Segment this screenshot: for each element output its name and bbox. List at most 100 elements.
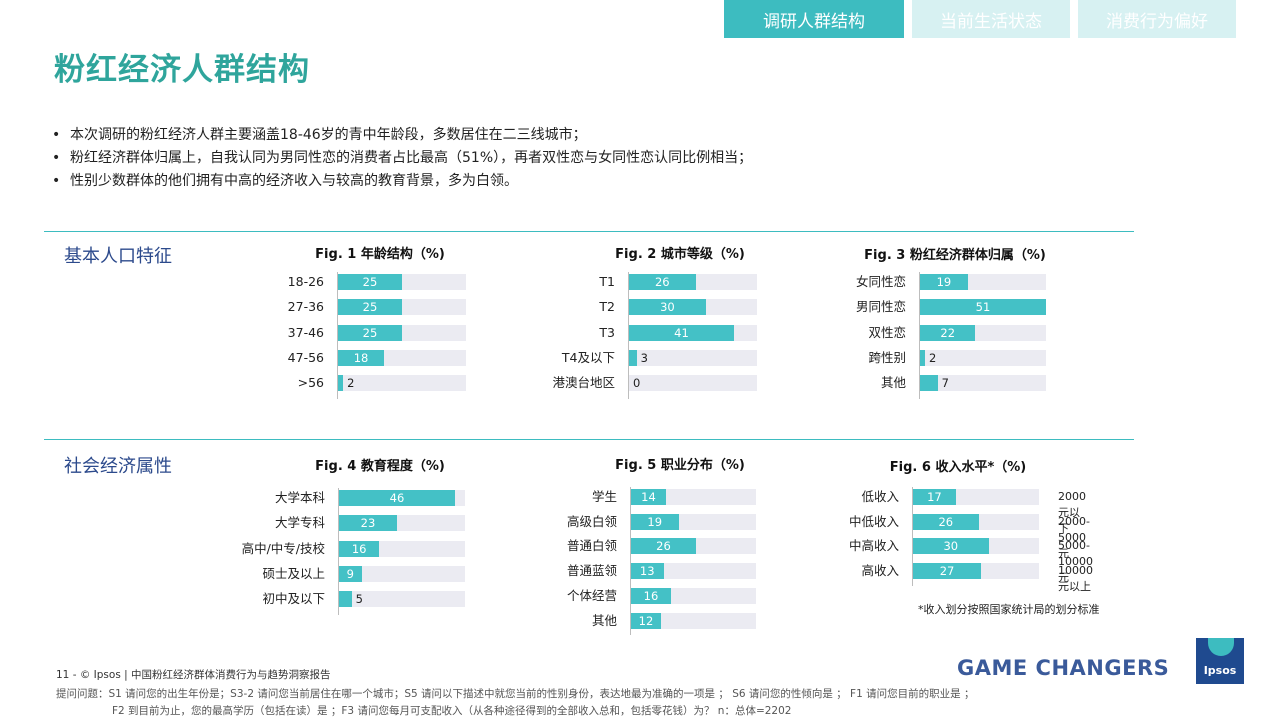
bar-value-label: 13 (639, 564, 655, 579)
bar (338, 324, 402, 341)
bar (338, 274, 402, 290)
bar (920, 299, 1046, 316)
bar (338, 299, 402, 316)
bar-track: 9 (339, 565, 465, 582)
bar-value-label: 26 (656, 539, 671, 554)
footer-source: 11 - © Ipsos | 中国粉红经济群体消费行为与趋势洞察报告 (56, 669, 331, 681)
bar-track: 22 (920, 324, 1046, 341)
bar-value-label: 27 (939, 564, 955, 579)
bar-track: 30 (913, 538, 1039, 555)
bar-value-label: 2 (929, 350, 937, 365)
bar (338, 349, 385, 366)
bar-track: 2 (338, 375, 466, 392)
category-label: 初中及以下 (262, 591, 325, 607)
bar-value-label: 7 (941, 376, 949, 391)
fig1-title: Fig. 1 年龄结构（%) (315, 247, 445, 262)
category-label: 其他 (591, 612, 617, 628)
summary-bullets: 本次调研的粉红经济人群主要涵盖18-46岁的青中年龄段，多数居住在二三线城市； … (52, 124, 752, 193)
category-label: 女同性恋 (855, 274, 906, 289)
bar (629, 274, 696, 290)
tab-consumption-preference[interactable]: 消费行为偏好 (1078, 0, 1236, 38)
bar (631, 587, 671, 604)
bar (631, 612, 661, 629)
category-label: >56 (297, 375, 324, 391)
category-label: 个体经营 (566, 587, 617, 603)
footer-question-line: 提问问题：S1 请问您的出生年份是；S3-2 请问您当前居住在哪一个城市；S5 … (56, 688, 975, 700)
category-label: 低收入 (861, 489, 899, 504)
income-range-label: 2000-5000元 (1058, 514, 1090, 560)
category-label: 其他 (880, 375, 906, 391)
bar-value-label: 26 (654, 275, 670, 289)
bar-value-label: 2 (347, 376, 355, 391)
bar-track: 5 (339, 591, 465, 608)
bar (629, 324, 734, 341)
section-label-socio: 社会经济属性 (64, 456, 172, 477)
bar-track: 26 (913, 513, 1039, 530)
category-label: 普通白领 (566, 538, 617, 554)
category-label: 普通蓝领 (566, 563, 617, 579)
bar-value-label: 17 (927, 490, 942, 504)
bar-value-label: 9 (346, 566, 354, 581)
category-label: T4及以下 (561, 349, 615, 365)
footer-question-line: F2 到目前为止，您的最高学历（包括在读）是 ；F3 请问您每月可支配收入（从各… (112, 705, 792, 717)
category-label: 高中/中专/技校 (241, 540, 325, 556)
bar-value-label: 46 (389, 491, 405, 505)
category-label: 双性恋 (868, 324, 906, 340)
bar-track: 16 (339, 540, 465, 557)
bar-track: 7 (920, 375, 1046, 392)
bar (631, 538, 696, 555)
category-label: 中高收入 (848, 538, 899, 554)
tab-survey-structure[interactable]: 调研人群结构 (724, 0, 904, 38)
bar-value-label: 19 (647, 514, 663, 529)
bullet-item: 粉红经济群体归属上，自我认同为男同性恋的消费者占比最高（51%），再者双性恋与女… (52, 147, 752, 170)
bar-track: 19 (631, 513, 756, 530)
bar (631, 513, 679, 530)
bar-track: 14 (631, 489, 756, 505)
footer-questions: 提问问题：S1 请问您的出生年份是；S3-2 请问您当前居住在哪一个城市；S5 … (56, 686, 1116, 720)
category-label: T3 (599, 324, 615, 340)
chart-axis (919, 272, 920, 399)
category-label: 37-46 (287, 324, 324, 340)
bar-track: 41 (629, 324, 757, 341)
fig5-title: Fig. 5 职业分布（%) (615, 458, 745, 473)
category-label: 27-36 (287, 299, 324, 315)
top-tabs: 调研人群结构 当前生活状态 消费行为偏好 (724, 0, 1236, 38)
bar-value-label: 22 (940, 325, 956, 340)
bar (339, 591, 352, 608)
fig3-title: Fig. 3 粉红经济群体归属（%) (864, 248, 1046, 263)
bar-value-label: 30 (943, 539, 959, 554)
bar-value-label: 12 (638, 613, 654, 628)
bar-value-label: 41 (674, 325, 689, 340)
category-label: 中低收入 (848, 513, 899, 529)
category-label: 高级白领 (566, 513, 617, 529)
fig4-title: Fig. 4 教育程度（%) (315, 459, 445, 474)
bar (920, 349, 926, 366)
bullet-item: 本次调研的粉红经济人群主要涵盖18-46岁的青中年龄段，多数居住在二三线城市； (52, 124, 752, 147)
chart-axis (628, 272, 629, 399)
bar (920, 324, 976, 341)
fig6-title: Fig. 6 收入水平*（%) (889, 460, 1027, 475)
category-label: 跨性别 (868, 349, 906, 365)
category-label: T1 (599, 274, 615, 289)
bar (920, 375, 938, 392)
bar-value-label: 19 (936, 275, 952, 289)
chart-axis (337, 272, 338, 399)
bar-value-label: 0 (633, 376, 641, 391)
bar-value-label: 14 (641, 490, 656, 504)
bar-track: 25 (338, 274, 466, 290)
bar-track: 16 (631, 587, 756, 604)
section-label-basic: 基本人口特征 (64, 246, 172, 267)
section-divider (44, 439, 1134, 440)
bar-track: 18 (338, 349, 466, 366)
category-label: 18-26 (287, 274, 324, 289)
tab-current-life[interactable]: 当前生活状态 (912, 0, 1070, 38)
bar (913, 563, 982, 580)
chart-axis (912, 487, 913, 586)
income-range-label: 10000元以上 (1058, 564, 1093, 594)
bar (339, 490, 455, 506)
logo-text: Ipsos (1203, 664, 1237, 677)
chart-axis (338, 488, 339, 615)
fig2-title: Fig. 2 城市等级（%) (615, 247, 745, 262)
bar-track: 46 (339, 490, 465, 506)
bar (629, 299, 706, 316)
